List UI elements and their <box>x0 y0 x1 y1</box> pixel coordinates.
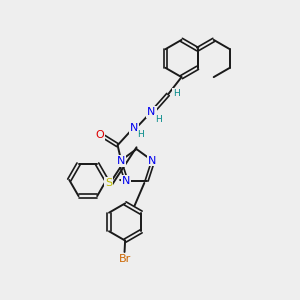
Text: N: N <box>122 176 130 186</box>
Text: H: H <box>137 130 144 139</box>
Text: N: N <box>147 107 156 117</box>
Text: Br: Br <box>118 254 131 264</box>
Text: N: N <box>117 156 125 166</box>
Text: H: H <box>155 115 161 124</box>
Text: S: S <box>105 178 112 188</box>
Text: N: N <box>148 155 157 166</box>
Text: N: N <box>130 123 138 133</box>
Text: O: O <box>95 130 104 140</box>
Text: H: H <box>173 88 180 98</box>
